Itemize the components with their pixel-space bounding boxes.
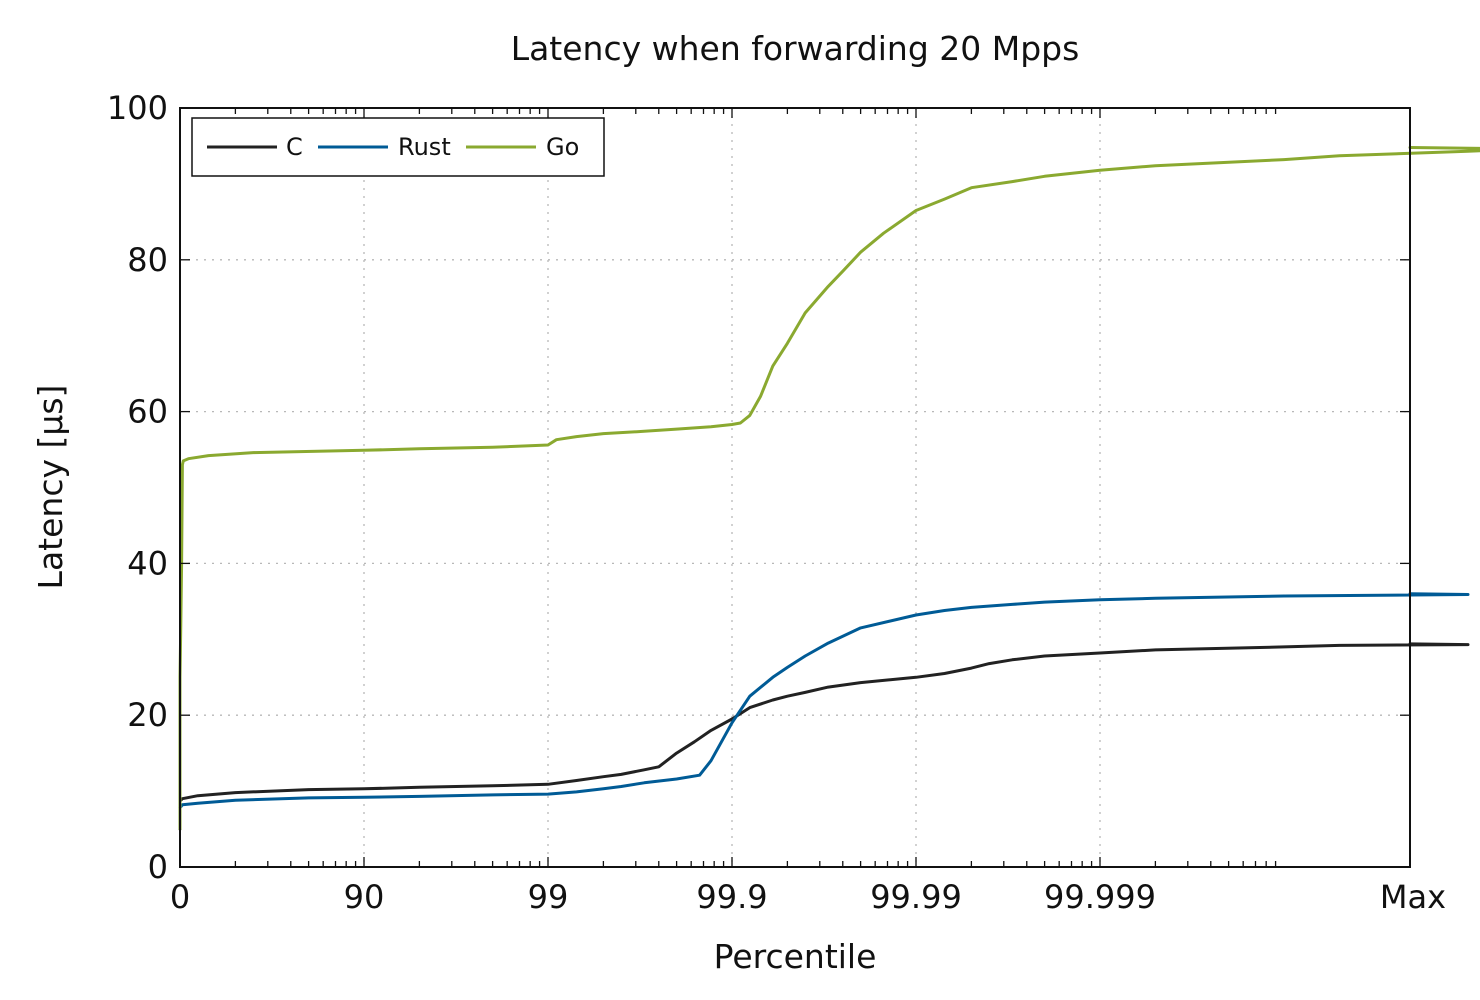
legend-label-go: Go [546,133,579,161]
legend-label-rust: Rust [398,133,451,161]
y-tick-label: 40 [127,544,168,582]
grid [180,108,1410,867]
series-line-rust [178,592,1470,810]
y-tick-label: 0 [148,848,168,886]
legend: C Rust Go [191,117,605,177]
x-axis-ticks: 0 90 99 99.9 99.99 99.999 Max [170,108,1446,916]
y-tick-label: 80 [127,241,168,279]
x-tick-label: Max [1380,878,1446,916]
chart-title: Latency when forwarding 20 Mpps [511,29,1080,68]
x-tick-label: 99.9 [696,878,767,916]
legend-label-c: C [286,133,303,161]
x-tick-label: 99.999 [1044,878,1156,916]
series-line-c [178,642,1470,831]
x-axis-label: Percentile [714,937,877,976]
x-tick-label: 0 [170,878,190,916]
minor-ticks [234,108,1277,867]
y-axis-label: Latency [μs] [31,385,70,590]
series-line-go [178,146,1480,831]
x-tick-label: 99 [528,878,569,916]
plot-frame [179,107,1411,868]
x-tick-label: 90 [344,878,385,916]
y-axis-ticks: 0 20 40 60 80 100 [107,89,1410,886]
x-tick-label: 99.99 [870,878,962,916]
y-tick-label: 60 [127,393,168,431]
series-lines [178,146,1480,831]
y-tick-label: 20 [127,696,168,734]
y-tick-label: 100 [107,89,168,127]
